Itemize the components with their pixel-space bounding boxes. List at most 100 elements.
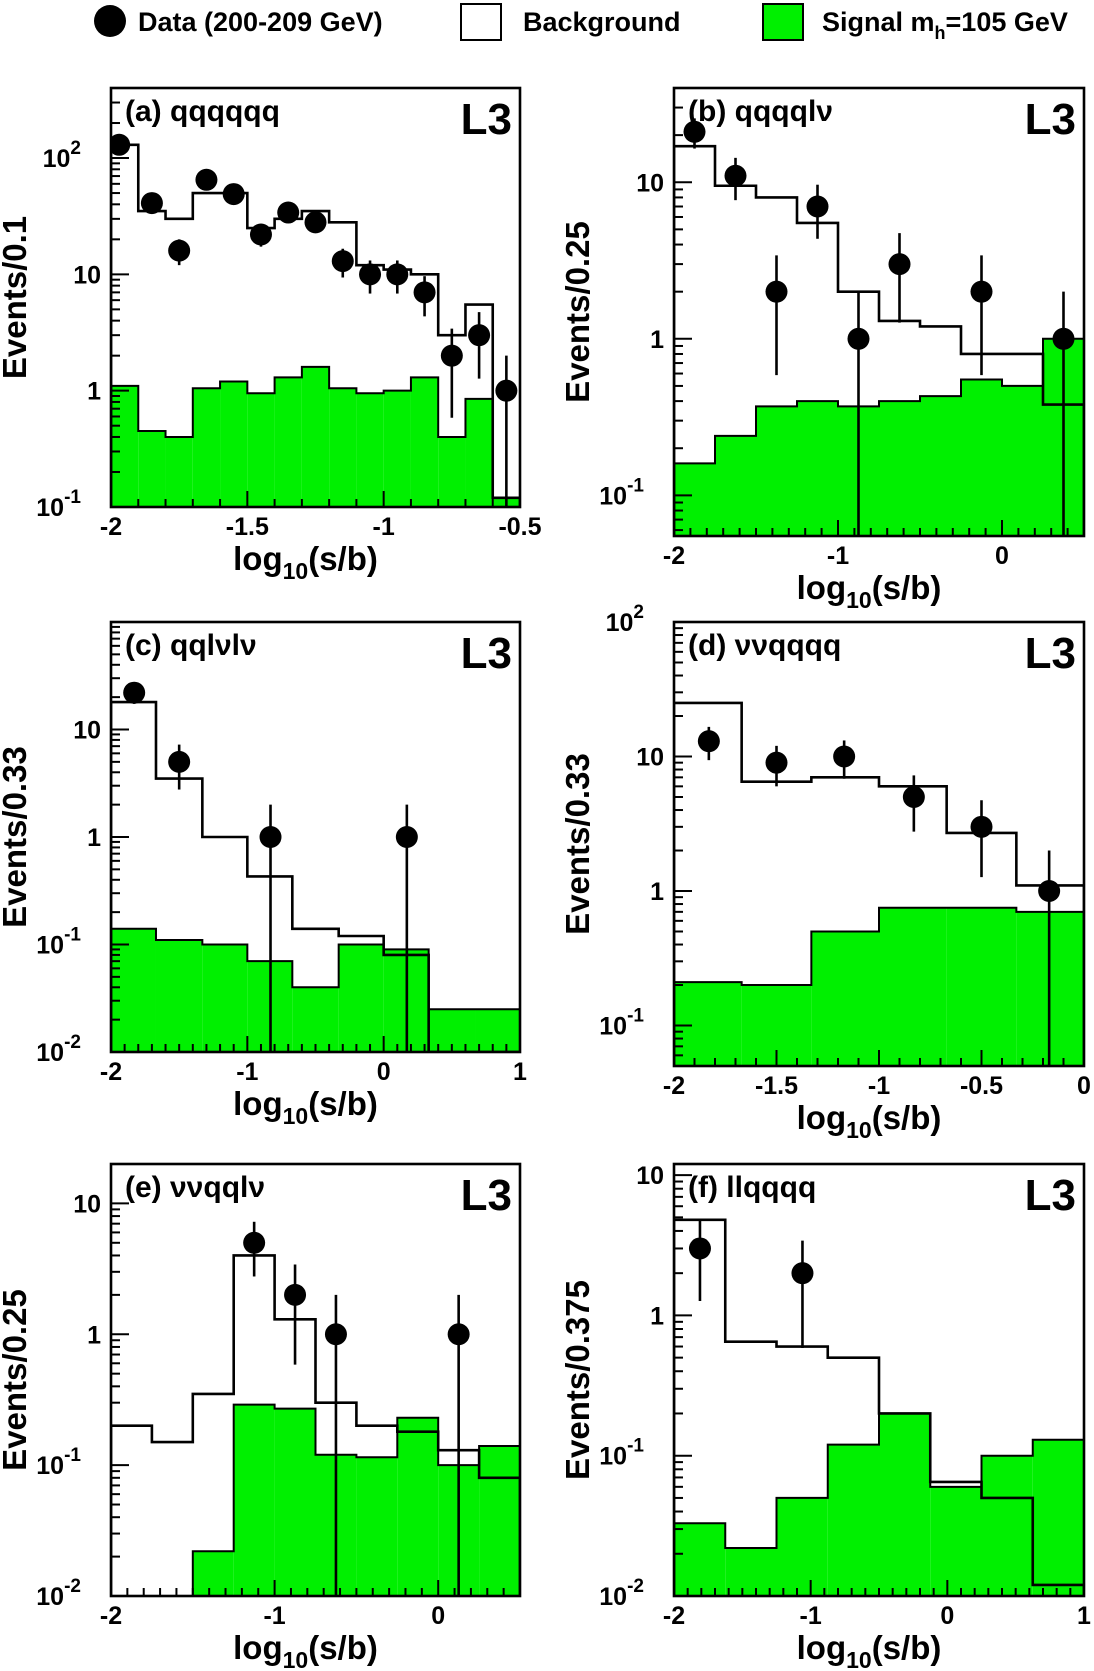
panel-a-data-point-7 <box>304 211 327 234</box>
panel-a-signal-bar-5 <box>247 393 275 507</box>
panel-e-x-tick-label-2: 0 <box>431 1602 445 1630</box>
panel-a-background-histogram <box>111 143 520 507</box>
panel-b-x-tick-label-2: 0 <box>995 542 1009 570</box>
panel-b-y-label: Events/0.25 <box>559 221 596 403</box>
panel-d-x-tick-label-2: -1 <box>868 1072 890 1100</box>
panel-c-y-tick-exponent-1: -1 <box>64 925 81 946</box>
panel-d-x-tick-label-0: -2 <box>663 1072 685 1100</box>
panel-d-title: (d) ννqqqq <box>688 629 841 662</box>
panel-a-signal-bar-8 <box>329 388 357 507</box>
panel-d-y-tick-exponent-3: 2 <box>633 602 644 623</box>
panel-d-y-tick-mantissa-2: 10 <box>636 744 664 772</box>
panel-e-x-label: log10(s/b) <box>233 1629 378 1671</box>
legend-signal-label-suffix: =105 GeV <box>946 7 1068 37</box>
panel-f-y-tick-mantissa-3: 10 <box>636 1162 664 1190</box>
panel-f-signal-bar-1 <box>725 1547 777 1596</box>
panel-c-signal-bar-0 <box>111 928 156 1052</box>
panel-c-y-label: Events/0.33 <box>0 746 33 928</box>
panel-a-y-tick-label-2: 10 <box>73 261 101 289</box>
panel-c-x-label: log10(s/b) <box>233 1085 378 1129</box>
panel-f-y-tick-label-0: 10-2 <box>599 1576 644 1611</box>
panel-c-signal-bar-4 <box>292 987 339 1052</box>
panel-a-signal-bar-4 <box>220 381 248 507</box>
panel-a-data-point-6 <box>277 201 300 224</box>
panel-a-data-point-2 <box>168 239 191 262</box>
panel-a-signal-bar-12 <box>438 436 466 507</box>
panel-a-x-tick-label-0: -2 <box>100 513 122 541</box>
panel-f-signal-bar-6 <box>981 1455 1033 1596</box>
panel-f-signal-bar-5 <box>930 1486 982 1596</box>
panel-b-y-tick-mantissa-0: 10 <box>599 482 627 510</box>
panel-a-signal-outline <box>111 365 520 507</box>
panel-c-y-tick-label-2: 1 <box>87 824 101 852</box>
panel-d-data-point-5 <box>1038 880 1061 903</box>
panel-b-y-tick-label-0: 10-1 <box>599 475 644 510</box>
panel-f-x-tick-label-0: -2 <box>663 1602 685 1630</box>
panel-c-signal-bar-5 <box>338 944 384 1052</box>
panel-a-data-point-11 <box>413 281 436 304</box>
panel-c-data-point-2 <box>259 826 282 848</box>
panel-f-y-tick-mantissa-2: 1 <box>650 1302 664 1330</box>
panel-a-data-point-10 <box>386 263 409 286</box>
panel-c-y-tick-mantissa-1: 10 <box>36 932 64 960</box>
panel-a-frame <box>109 86 522 509</box>
legend-signal-label: Signal mh=105 GeV <box>822 7 1068 43</box>
panel-a-signal-bar-2 <box>165 436 193 507</box>
panel-c-data-point-3 <box>395 826 418 848</box>
panel-c-x-tick-label-2: 0 <box>377 1058 391 1086</box>
panel-e-frame <box>109 1162 522 1598</box>
panel-e-y-label: Events/0.25 <box>0 1289 33 1471</box>
panel-b-x-tick-label-0: -2 <box>663 542 685 570</box>
panel-c-y-tick-mantissa-0: 10 <box>36 1039 64 1067</box>
panel-c-y-tick-mantissa-2: 1 <box>87 824 101 852</box>
panel-e-y-tick-mantissa-0: 10 <box>36 1583 64 1611</box>
panel-a-y-tick-label-1: 1 <box>87 378 101 406</box>
panel-a-signal-bar-7 <box>301 366 330 507</box>
panel-b-badge: L3 <box>1025 95 1076 144</box>
panel-f-x-tick-label-3: 1 <box>1077 1602 1091 1630</box>
panel-d-signal-bar-3 <box>879 907 947 1066</box>
panel-b-data-point-2 <box>765 280 788 303</box>
panel-d-badge: L3 <box>1025 629 1076 678</box>
panel-c-signal-bar-1 <box>155 940 203 1052</box>
panel-f-signal-bar-0 <box>674 1523 726 1596</box>
panel-d-x-label: log10(s/b) <box>797 1099 942 1143</box>
panel-a-data-point-0 <box>111 133 131 156</box>
panel-a-data-point-3 <box>195 168 218 191</box>
panel-a-badge: L3 <box>461 95 512 144</box>
panel-a-y-tick-exponent-0: -1 <box>64 487 81 508</box>
panel-a-y-label: Events/0.1 <box>0 216 33 379</box>
panel-f-x-label: log10(s/b) <box>797 1629 942 1671</box>
panel-a-data-point-4 <box>222 183 245 206</box>
panel-a-data-point-8 <box>331 250 354 273</box>
panel-e-signal-bar-6 <box>356 1457 398 1596</box>
panel-e-data-point-1 <box>284 1283 307 1306</box>
panel-b-signal-bar-7 <box>961 379 1002 536</box>
panel-b-y-tick-mantissa-1: 1 <box>650 326 664 354</box>
panel-a-signal-bar-6 <box>274 377 302 507</box>
panel-d-signal-bar-4 <box>946 907 1017 1066</box>
panel-d-data-point-0 <box>697 730 720 753</box>
legend-signal-marker <box>762 3 804 41</box>
panel-c-x-tick-label-3: 1 <box>513 1058 527 1086</box>
panel-b-signal-bar-5 <box>879 401 920 536</box>
panel-a-data-point-5 <box>249 223 272 246</box>
legend: Data (200-209 GeV) Background Signal mh=10… <box>94 3 1068 43</box>
panel-b-data-point-3 <box>806 195 829 218</box>
panel-c-plot-area <box>111 681 520 1052</box>
panel-a-signal-bar-1 <box>138 431 166 507</box>
panel-f-signal-bar-7 <box>1032 1439 1084 1596</box>
panel-a-signal-bar-0 <box>111 385 139 507</box>
panel-d-signal-outline <box>674 906 1084 1066</box>
panel-f-y-tick-exponent-0: -2 <box>627 1576 644 1597</box>
panel-f-signal-bar-4 <box>879 1413 931 1596</box>
panel-e-title: (e) ννqqlν <box>125 1171 265 1204</box>
panel-b-data-point-6 <box>970 280 993 303</box>
panel-a-signal-bar-9 <box>356 393 384 507</box>
panel-f-x-tick-label-2: 0 <box>940 1602 954 1630</box>
panel-b-x-label: log10(s/b) <box>797 569 942 613</box>
panel-d-y-tick-label-3: 102 <box>606 602 644 637</box>
panel-b-background-histogram <box>674 144 1084 536</box>
